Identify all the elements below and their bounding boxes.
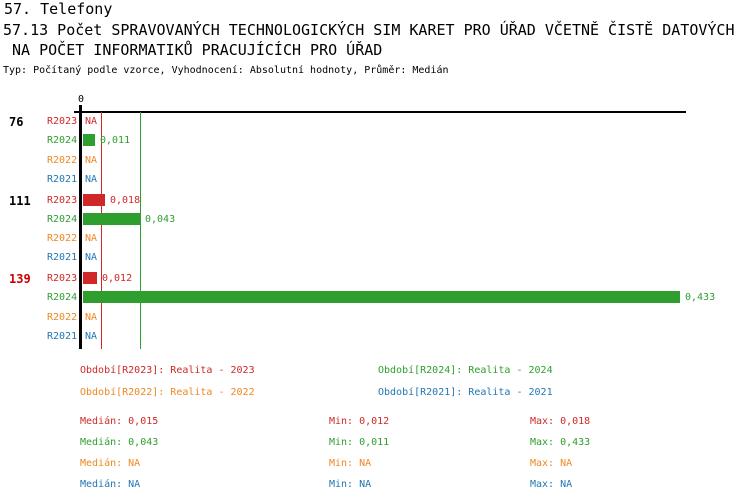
series-label-R2021: R2021 bbox=[47, 330, 78, 342]
bar-chart: 0 76 R2023 NA R2024 0,011 R2022 NA R2021 NA 111 R20… bbox=[9, 94, 716, 349]
bar-R2024 bbox=[83, 212, 140, 225]
na-label: NA bbox=[85, 116, 98, 127]
series-label-R2023: R2023 bbox=[47, 273, 78, 284]
bar-R2024 bbox=[83, 134, 95, 147]
na-label: NA bbox=[85, 154, 98, 166]
legend-item-R2022: Období[R2022]: Realita - 2022 bbox=[80, 387, 255, 398]
stat-min-R2024: Min: 0,011 bbox=[329, 437, 390, 448]
bar-R2024 bbox=[83, 291, 680, 304]
na-label: NA bbox=[85, 311, 98, 323]
stat-max-R2023: Max: 0,018 bbox=[530, 416, 591, 427]
group-label: 111 bbox=[9, 193, 31, 208]
group-label: 139 bbox=[9, 272, 31, 286]
stat-median-R2024: Medián: 0,043 bbox=[80, 437, 159, 448]
na-label: NA bbox=[85, 173, 98, 185]
series-label-R2024: R2024 bbox=[47, 135, 78, 147]
y-axis-line bbox=[79, 105, 82, 349]
median-line-R2023 bbox=[101, 112, 102, 349]
stat-median-R2023: Medián: 0,015 bbox=[80, 416, 159, 427]
group-label: 76 bbox=[9, 115, 24, 129]
stat-median-R2022: Medián: NA bbox=[80, 458, 141, 469]
na-label: NA bbox=[85, 330, 98, 342]
chapter-title: 57. Telefony bbox=[4, 0, 113, 18]
na-label: NA bbox=[85, 252, 98, 264]
stat-min-R2021: Min: NA bbox=[329, 479, 372, 490]
stat-max-R2022: Max: NA bbox=[530, 458, 573, 469]
indicator-meta: Typ: Počítaný podle vzorce, Vyhodnocení:… bbox=[3, 65, 449, 76]
series-label-R2021: R2021 bbox=[47, 252, 78, 264]
stat-max-R2024: Max: 0,433 bbox=[530, 437, 591, 448]
bar-value-label: 0,018 bbox=[110, 194, 141, 206]
stat-max-R2021: Max: NA bbox=[530, 479, 573, 490]
legend-item-R2024: Období[R2024]: Realita - 2024 bbox=[378, 365, 553, 376]
series-label-R2022: R2022 bbox=[47, 311, 78, 323]
legend-item-R2021: Období[R2021]: Realita - 2021 bbox=[378, 387, 553, 398]
median-line-R2024 bbox=[140, 112, 141, 349]
bar-R2023 bbox=[83, 272, 97, 284]
stat-median-R2021: Medián: NA bbox=[80, 479, 141, 490]
bar-R2023 bbox=[83, 193, 105, 206]
series-label-R2022: R2022 bbox=[47, 233, 78, 245]
x-axis-zero-tick-label: 0 bbox=[77, 94, 85, 105]
stat-min-R2022: Min: NA bbox=[329, 458, 372, 469]
series-label-R2024: R2024 bbox=[47, 213, 78, 225]
stat-min-R2023: Min: 0,012 bbox=[329, 416, 390, 427]
series-label-R2023: R2023 bbox=[47, 116, 78, 127]
bar-value-label: 0,433 bbox=[685, 292, 716, 304]
bar-value-label: 0,012 bbox=[102, 273, 133, 284]
series-label-R2021: R2021 bbox=[47, 173, 78, 185]
bar-value-label: 0,043 bbox=[145, 213, 176, 225]
indicator-title-line2: NA POČET INFORMATIKŮ PRACUJÍCÍCH PRO ÚŘA… bbox=[3, 41, 383, 59]
na-label: NA bbox=[85, 233, 98, 245]
bar-value-label: 0,011 bbox=[100, 135, 131, 147]
legend-item-R2023: Období[R2023]: Realita - 2023 bbox=[80, 365, 255, 376]
x-axis-line bbox=[74, 111, 686, 113]
indicator-title-line1: 57.13 Počet SPRAVOVANÝCH TECHNOLOGICKÝCH… bbox=[3, 21, 735, 39]
series-label-R2024: R2024 bbox=[47, 292, 78, 304]
series-label-R2023: R2023 bbox=[47, 194, 78, 206]
series-label-R2022: R2022 bbox=[47, 154, 78, 166]
